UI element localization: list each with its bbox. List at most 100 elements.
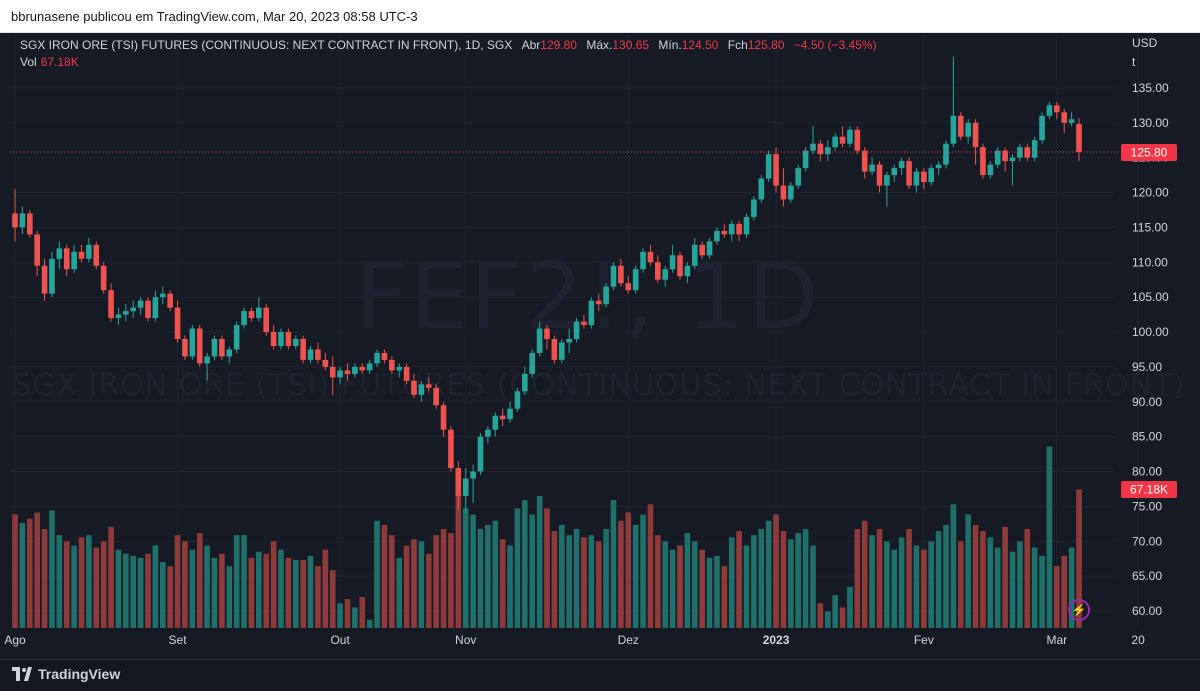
- volume-bar: [270, 541, 277, 628]
- candle-body: [108, 290, 114, 319]
- y-tick-label: 80.00: [1132, 465, 1162, 479]
- volume-bar: [263, 553, 270, 628]
- volume-bar: [204, 545, 210, 628]
- legend-open-value: 129.80: [540, 38, 577, 52]
- lightning-icon[interactable]: ⚡: [1068, 599, 1090, 621]
- candle: [884, 171, 890, 207]
- volume-bar: [603, 529, 609, 628]
- volume-bar: [56, 535, 63, 628]
- candle-body: [566, 339, 572, 343]
- candle-body: [802, 150, 809, 169]
- volume-bar: [41, 529, 48, 628]
- volume-bar: [743, 545, 750, 628]
- volume-bar: [233, 535, 240, 628]
- candle-body: [1046, 105, 1053, 116]
- volume-bar: [1039, 555, 1045, 628]
- candle: [906, 157, 912, 190]
- candle-body: [950, 115, 957, 144]
- candle-body: [270, 332, 277, 346]
- footer-bar: TradingView: [0, 659, 1200, 691]
- candle: [994, 147, 1001, 169]
- candle: [618, 258, 624, 287]
- candle-body: [891, 168, 898, 176]
- volume-bar: [19, 522, 26, 628]
- y-tick-label: 105.00: [1132, 290, 1169, 304]
- volume-bar: [965, 514, 971, 628]
- candle-body: [78, 251, 85, 259]
- candle: [957, 112, 964, 141]
- candle-body: [994, 150, 1001, 165]
- candle: [433, 384, 439, 409]
- candle: [972, 119, 979, 165]
- volume-bar: [736, 531, 742, 628]
- candle-body: [810, 143, 816, 151]
- candle-body: [292, 339, 299, 346]
- candle: [699, 241, 705, 259]
- y-tick-label: 70.00: [1132, 534, 1162, 548]
- x-tick-label: Mar: [1046, 633, 1067, 647]
- candle: [581, 314, 587, 329]
- candle: [182, 335, 188, 360]
- candle-body: [965, 122, 971, 137]
- candle: [898, 157, 905, 176]
- volume-bar: [558, 524, 565, 628]
- volume-bar: [123, 553, 129, 628]
- candle: [1039, 112, 1045, 144]
- candle: [56, 241, 63, 270]
- volume-bar: [721, 566, 728, 628]
- volume-bar: [928, 541, 935, 628]
- volume-bar: [839, 607, 846, 628]
- candle: [130, 300, 137, 319]
- volume-bar: [152, 545, 159, 628]
- volume-bar: [824, 611, 831, 628]
- candle-body: [1031, 140, 1038, 158]
- candle-body: [49, 258, 55, 294]
- candle: [721, 223, 728, 238]
- candle-body: [152, 297, 159, 319]
- tradingview-logo[interactable]: TradingView: [12, 666, 120, 682]
- candle: [714, 227, 720, 245]
- candle: [824, 140, 831, 162]
- volume-bar: [522, 500, 528, 628]
- volume-bar: [167, 566, 173, 628]
- candle-body: [751, 199, 757, 217]
- candle-body: [691, 244, 698, 266]
- candle: [950, 56, 957, 148]
- candle-body: [278, 332, 284, 346]
- candle-body: [63, 248, 70, 270]
- candle: [41, 258, 48, 301]
- candle-body: [403, 366, 410, 381]
- volume-bar: [12, 514, 18, 628]
- candle: [256, 297, 262, 322]
- volume-bar: [581, 537, 587, 628]
- candle: [396, 363, 403, 378]
- candlestick-chart[interactable]: USD t 60.00 65.00 70.00 75.00 80.00 85.00 90.00 9…: [0, 33, 1200, 659]
- candle: [780, 168, 787, 207]
- candle-body: [86, 244, 92, 259]
- volume-bar: [337, 603, 343, 628]
- candle-body: [366, 363, 373, 371]
- candle: [736, 220, 742, 242]
- volume-bar: [802, 529, 809, 628]
- chart-area[interactable]: FEF2!, 1D SGX IRON ORE (TSI) FUTURES (CO…: [0, 33, 1200, 659]
- volume-bar: [861, 520, 868, 628]
- volume-legend-label: Vol: [20, 55, 37, 69]
- candle-body: [581, 321, 587, 326]
- volume-bar: [418, 541, 425, 628]
- y-tick-label: 120.00: [1132, 186, 1169, 200]
- candle-body: [721, 230, 728, 235]
- volume-bar: [935, 531, 942, 628]
- candle-body: [1076, 124, 1082, 153]
- candle: [610, 262, 617, 291]
- candle: [315, 342, 321, 364]
- candle-body: [987, 164, 994, 176]
- x-tick-label: Dez: [618, 633, 639, 647]
- candle-body: [943, 143, 949, 165]
- price-axis: USD t 60.00 65.00 70.00 75.00 80.00 85.00 90.00 9…: [1121, 36, 1177, 618]
- candle-body: [662, 269, 669, 280]
- candle: [307, 345, 314, 364]
- volume-bar: [477, 529, 484, 628]
- candle-body: [137, 300, 144, 308]
- candle-body: [26, 213, 33, 235]
- candle: [381, 349, 388, 364]
